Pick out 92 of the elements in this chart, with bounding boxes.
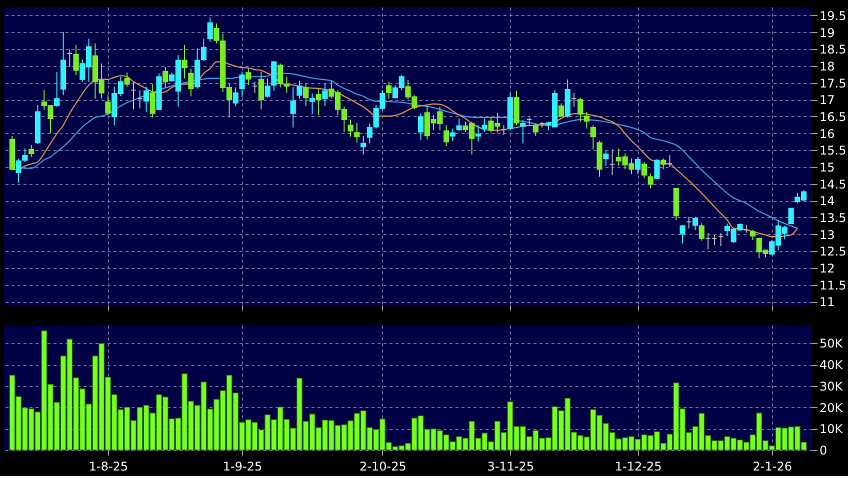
candlestick: [386, 81, 392, 100]
y-tick-label: 16.5: [820, 110, 846, 124]
candlestick: [290, 86, 296, 128]
candlestick: [635, 156, 641, 175]
candlestick: [239, 71, 245, 98]
candlestick: [264, 78, 270, 98]
candlestick: [450, 128, 456, 142]
y-tick-label: 11.5: [820, 278, 846, 292]
candlestick: [578, 97, 584, 122]
candlestick: [590, 124, 596, 150]
y-tick-label: 19.5: [820, 8, 846, 23]
candlestick: [444, 124, 450, 147]
candlestick: [316, 88, 322, 116]
y-tick-label: 17: [820, 93, 835, 108]
candlestick: [354, 122, 360, 144]
candlestick: [532, 123, 538, 136]
candlestick: [360, 135, 366, 155]
candlestick: [558, 102, 564, 118]
candlestick: [150, 84, 156, 118]
candlestick: [571, 92, 577, 108]
candlestick: [322, 82, 328, 106]
y-tick-label: 17.5: [820, 76, 846, 90]
candlestick: [660, 158, 666, 170]
candlestick: [54, 71, 60, 108]
candlestick: [609, 148, 616, 176]
x-tick-label: 3-11-25: [487, 460, 534, 474]
candlestick: [456, 118, 462, 132]
x-tick-label: 1-12-25: [614, 460, 662, 474]
y-tick-label: 13: [820, 228, 835, 242]
y-tick-label: 18: [820, 59, 835, 74]
candlestick: [232, 86, 238, 106]
candlestick: [162, 66, 168, 88]
candlestick: [105, 94, 111, 116]
candlestick: [418, 112, 424, 141]
y-tick-label: 0: [820, 444, 828, 458]
y-tick-label: 10K: [820, 422, 844, 436]
x-tick-label: 2-10-25: [360, 460, 406, 474]
candlestick: [482, 118, 488, 132]
y-tick-label: 50K: [820, 336, 844, 351]
candlestick: [698, 222, 704, 242]
y-tick-label: 16: [820, 126, 835, 141]
y-tick-label: 15.5: [820, 144, 846, 158]
y-tick-label: 19: [820, 26, 835, 40]
candlestick: [603, 150, 609, 166]
candlestick: [22, 148, 28, 162]
candlestick: [648, 172, 654, 189]
y-tick-label: 15: [820, 160, 835, 174]
candlestick: [666, 154, 673, 168]
candlestick: [309, 93, 316, 115]
candlestick: [584, 111, 590, 130]
y-tick-label: 13.5: [820, 210, 846, 225]
candlestick: [246, 68, 252, 86]
candlestick: [258, 71, 264, 110]
x-tick-label: 2-1-26: [752, 460, 792, 474]
y-tick-label: 11: [820, 295, 835, 310]
candlestick: [66, 48, 72, 68]
x-tick-label: 1-9-25: [222, 460, 262, 474]
candlestick: [718, 232, 724, 247]
candlestick: [641, 161, 648, 179]
candlestick: [750, 229, 756, 241]
candlestick: [207, 16, 213, 42]
candlestick: [124, 72, 130, 88]
candlestick: [143, 86, 150, 112]
candlestick: [303, 82, 309, 106]
y-tick-label: 14.5: [820, 177, 846, 192]
candlestick: [348, 118, 354, 138]
candlestick: [28, 144, 34, 158]
y-tick-label: 20K: [820, 400, 844, 415]
candlestick: [654, 158, 660, 179]
y-tick-label: 30K: [820, 379, 844, 394]
y-tick-label: 12.5: [820, 244, 846, 259]
candlestick: [475, 124, 482, 142]
candlestick: [296, 80, 302, 100]
candlestick: [188, 68, 194, 97]
candlestick: [137, 90, 143, 109]
x-tick-label: 1-8-25: [88, 460, 128, 474]
y-tick-label: 12: [820, 261, 835, 276]
candlestick: [692, 216, 698, 230]
candlestick: [182, 44, 188, 79]
candlestick: [271, 60, 277, 92]
y-tick-label: 40K: [820, 358, 844, 372]
candlestick: [520, 120, 526, 144]
candlestick: [130, 81, 136, 110]
y-tick-label: 18.5: [820, 42, 846, 57]
candlestick: [788, 208, 794, 225]
y-tick-label: 14: [820, 194, 835, 208]
candlestick: [680, 224, 686, 244]
candlestick: [686, 216, 692, 230]
candlestick: [16, 158, 22, 184]
candlestick: [500, 124, 507, 136]
candlestick: [252, 81, 258, 94]
candlestick: [73, 44, 79, 76]
